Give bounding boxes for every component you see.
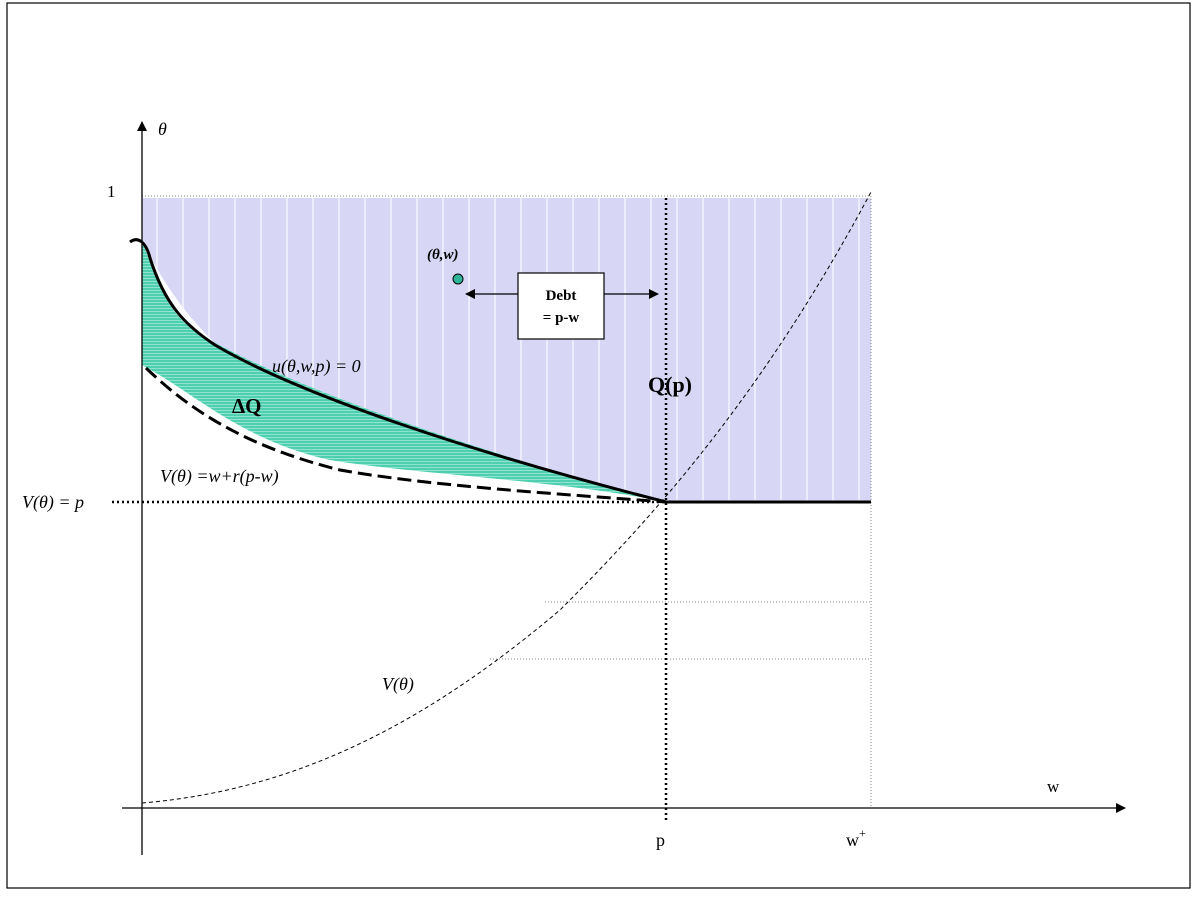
point-label: (θ,w)	[427, 247, 459, 263]
debt-label-line2: = p-w	[543, 310, 580, 326]
debt-label-line1: Debt	[546, 288, 577, 304]
y-axis-label: θ	[158, 119, 167, 139]
y-tick-one: 1	[107, 182, 116, 201]
debt-box	[517, 272, 605, 340]
outer-frame	[6, 2, 1191, 889]
x-tick-wplus: w+	[846, 826, 866, 850]
delta-q-region	[142, 240, 666, 502]
x-axis-label: w	[1047, 777, 1060, 796]
point-theta-w	[452, 273, 464, 285]
x-tick-p: p	[656, 830, 665, 850]
v-theta-curve	[141, 191, 872, 804]
v-theta-p-label: V(θ) = p	[22, 492, 84, 513]
v-eq-line-label: V(θ) =w+r(p-w)	[160, 466, 279, 487]
delta-q-label: ΔQ	[232, 394, 262, 418]
q-region	[142, 198, 871, 502]
participation-curve-label: u(θ,w,p) = 0	[272, 356, 361, 377]
q-of-p-label: Q(p)	[648, 372, 692, 397]
x-tick-wplus-base: w	[846, 830, 859, 850]
x-tick-wplus-sup: +	[859, 826, 866, 840]
participation-curve	[129, 238, 871, 504]
v-theta-label: V(θ)	[382, 674, 414, 695]
